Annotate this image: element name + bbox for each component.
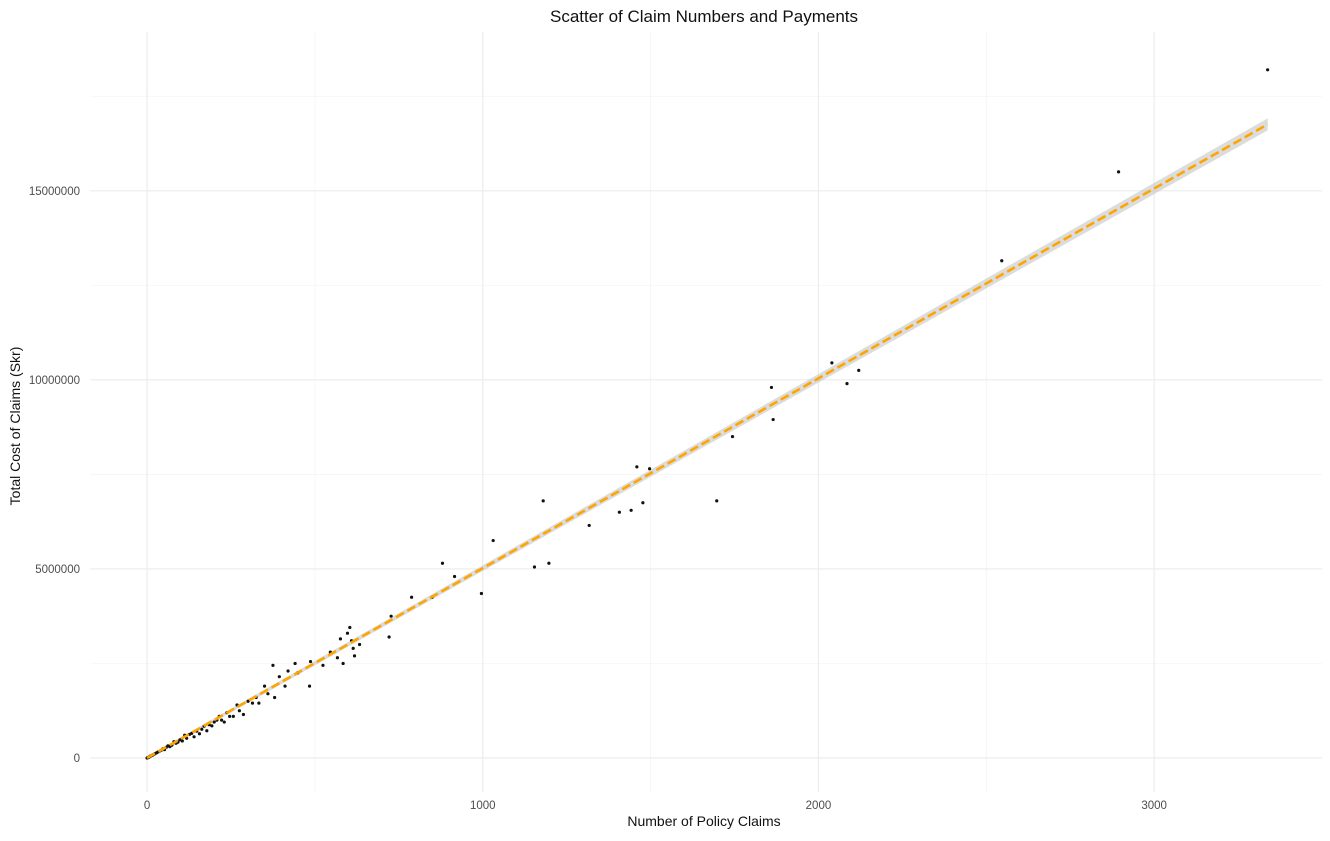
data-point <box>237 709 241 713</box>
data-point <box>341 661 345 666</box>
confidence-band <box>147 118 1268 760</box>
data-point <box>241 712 246 717</box>
data-point <box>532 565 537 569</box>
grid <box>90 32 1322 792</box>
data-point <box>857 368 861 373</box>
data-point <box>178 738 182 742</box>
fit-line-layer <box>146 123 1269 760</box>
data-point <box>293 661 297 666</box>
data-point <box>273 695 277 700</box>
y-tick-label: 10000000 <box>29 375 80 387</box>
x-tick-label: 2000 <box>806 800 832 812</box>
data-point <box>192 735 196 739</box>
data-point <box>212 720 216 724</box>
data-point <box>617 510 621 514</box>
data-point <box>440 561 445 565</box>
chart-title: Scatter of Claim Numbers and Payments <box>550 7 858 26</box>
data-point <box>335 656 340 660</box>
data-point <box>219 718 224 722</box>
data-point <box>277 675 281 679</box>
data-point <box>283 684 287 688</box>
y-tick-label: 5000000 <box>35 564 80 576</box>
data-point <box>409 595 414 599</box>
data-point <box>491 538 495 543</box>
data-point <box>351 646 355 650</box>
data-point <box>271 663 275 667</box>
data-point <box>246 699 250 703</box>
data-point <box>387 635 391 639</box>
data-point <box>205 729 209 733</box>
tick-labels: 0 1000 2000 3000 0 5000000 10000000 15000000 <box>29 186 1167 812</box>
data-point <box>321 663 325 667</box>
data-point <box>1116 170 1121 174</box>
data-point <box>200 727 204 731</box>
data-point <box>228 714 232 718</box>
data-point <box>769 385 774 390</box>
confidence-band-layer <box>147 118 1268 760</box>
data-point <box>715 499 719 503</box>
data-point <box>210 724 214 728</box>
y-tick-label: 0 <box>74 753 80 765</box>
data-point <box>629 508 633 512</box>
data-point <box>547 561 551 565</box>
data-point <box>352 654 357 658</box>
data-point <box>452 574 457 579</box>
data-point <box>348 625 352 630</box>
x-axis-title: Number of Policy Claims <box>627 813 780 829</box>
data-point <box>771 417 775 422</box>
data-point <box>1266 68 1270 72</box>
data-point <box>231 714 235 718</box>
y-tick-label: 15000000 <box>29 186 80 198</box>
data-point <box>541 499 545 503</box>
data-point <box>635 465 639 469</box>
data-point <box>307 684 312 688</box>
x-tick-label: 1000 <box>470 800 496 812</box>
data-point <box>730 434 735 439</box>
x-tick-label: 0 <box>144 800 150 812</box>
data-point <box>266 692 270 696</box>
data-point <box>286 669 290 673</box>
data-point <box>338 637 343 641</box>
data-point <box>345 631 350 635</box>
regression-line <box>146 123 1269 760</box>
x-tick-label: 3000 <box>1141 800 1167 812</box>
data-point <box>357 642 362 647</box>
points-layer <box>145 68 1270 760</box>
data-point <box>1000 259 1004 263</box>
data-point <box>308 659 313 664</box>
data-point <box>830 361 834 365</box>
data-point <box>648 467 652 471</box>
data-point <box>262 684 267 688</box>
data-point <box>479 591 484 596</box>
data-point <box>587 523 591 528</box>
data-point <box>197 732 202 736</box>
data-point <box>257 701 261 705</box>
data-point <box>389 614 393 618</box>
y-axis-title: Total Cost of Claims (Skr) <box>7 347 23 506</box>
data-point <box>222 720 226 724</box>
data-point <box>641 501 645 505</box>
data-point <box>845 382 849 386</box>
data-point <box>250 701 255 705</box>
